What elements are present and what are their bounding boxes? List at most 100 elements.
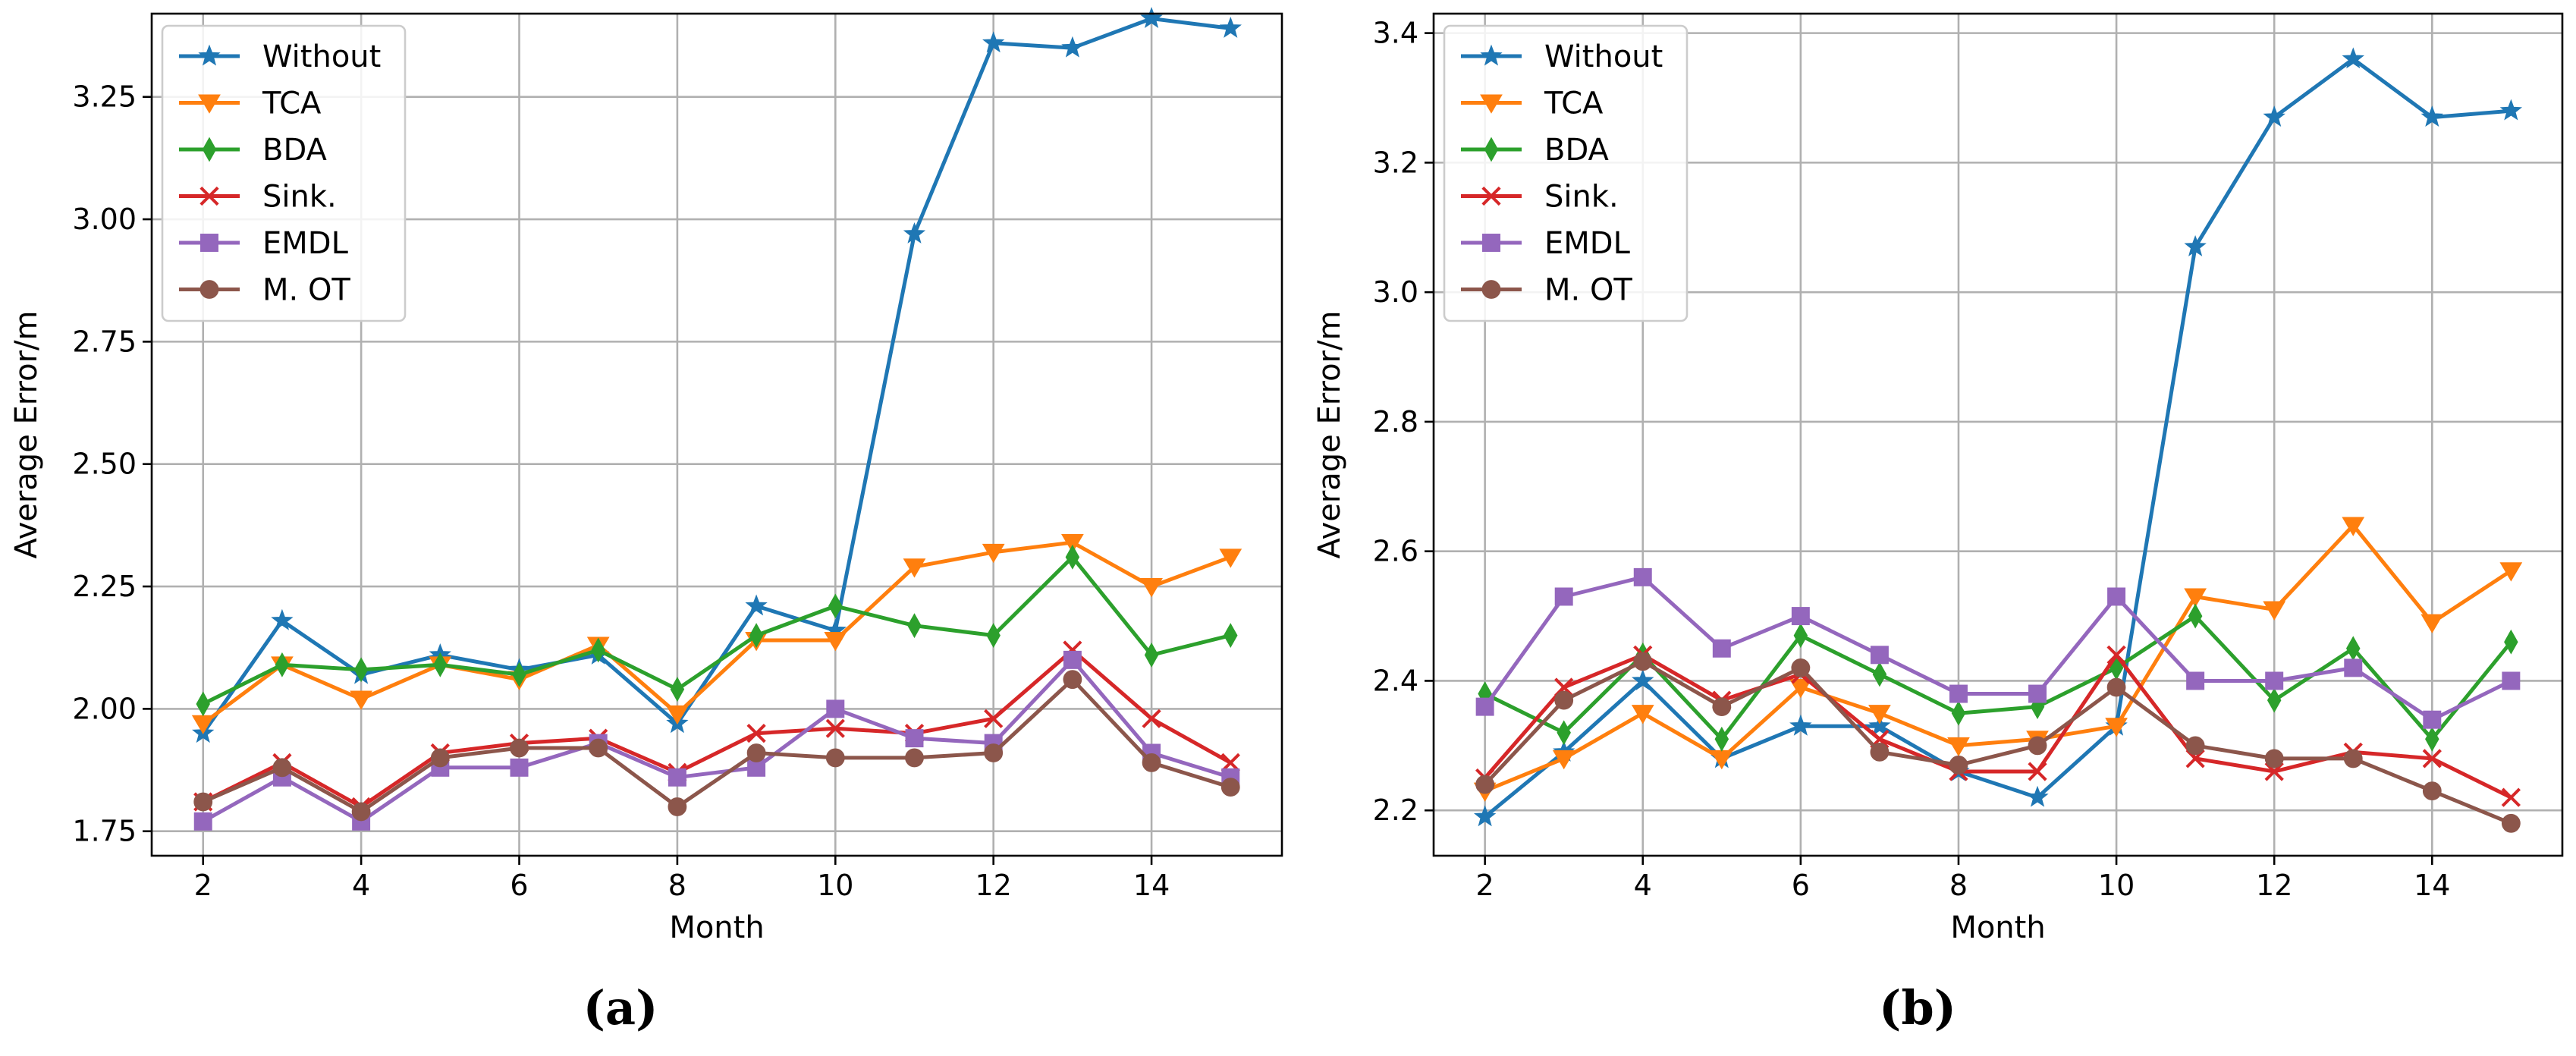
- data-point: [1552, 750, 1575, 770]
- legend-marker: [1480, 44, 1503, 66]
- data-point: [825, 748, 845, 768]
- data-point: [2422, 781, 2442, 801]
- data-point: [1632, 669, 1654, 690]
- y-axis-label: Average Error/m: [1312, 311, 1347, 559]
- data-point: [2106, 645, 2126, 665]
- series-m-ot: [193, 670, 1240, 822]
- series-line: [202, 677, 1232, 814]
- data-point: [196, 691, 210, 717]
- axes-frame: [150, 12, 1283, 857]
- series-line: [1484, 523, 2512, 793]
- data-point: [512, 662, 526, 687]
- data-point: [2342, 47, 2364, 69]
- data-point: [2106, 677, 2126, 697]
- y-tick-label: 2.2: [1373, 794, 1418, 827]
- data-point: [1793, 623, 1808, 649]
- data-point: [1714, 726, 1729, 752]
- series-line: [202, 648, 1232, 809]
- data-point: [1712, 639, 1731, 658]
- data-point: [1791, 607, 1810, 626]
- axes-frame: [1432, 12, 2564, 857]
- data-point: [1554, 690, 1574, 710]
- legend-marker: [1481, 280, 1501, 299]
- y-tick-label: 3.00: [72, 203, 137, 236]
- data-point: [1633, 567, 1652, 586]
- data-point: [353, 657, 369, 683]
- data-point: [825, 718, 845, 738]
- data-point: [2028, 736, 2047, 756]
- series-line: [1483, 652, 2512, 800]
- data-point: [1633, 652, 1653, 671]
- y-axis-label: Average Error/m: [9, 311, 44, 559]
- data-point: [824, 632, 847, 652]
- data-point: [2185, 736, 2205, 756]
- x-tick-label: 14: [2414, 869, 2450, 902]
- data-point: [666, 705, 689, 725]
- data-point: [2028, 684, 2047, 703]
- y-tick-label: 2.50: [72, 448, 137, 481]
- legend-item: Without: [179, 39, 381, 74]
- x-axis-label: Month: [669, 910, 764, 945]
- y-tick-label: 2.25: [72, 570, 137, 603]
- x-tick-label: 4: [352, 869, 370, 902]
- series-tca: [191, 533, 1242, 735]
- x-tick-label: 10: [817, 869, 853, 902]
- data-point: [1142, 753, 1161, 772]
- legend-item: EMDL: [1461, 226, 1631, 261]
- legend-item: EMDL: [179, 226, 349, 261]
- grid-lines: [152, 14, 1282, 856]
- data-point: [275, 652, 290, 677]
- data-point: [1144, 642, 1159, 668]
- y-tick-label: 3.0: [1373, 275, 1418, 309]
- legend-item: TCA: [1461, 86, 1604, 121]
- legend-label: Sink.: [1544, 180, 1619, 215]
- data-point: [1554, 587, 1573, 606]
- data-point: [2345, 636, 2361, 662]
- data-point: [1870, 742, 1890, 762]
- data-point: [2502, 671, 2521, 690]
- data-point: [1061, 533, 1084, 554]
- data-point: [2265, 671, 2284, 690]
- legend-marker: [200, 234, 218, 252]
- data-point: [986, 623, 1001, 649]
- data-point: [1065, 544, 1080, 570]
- data-point: [903, 558, 926, 578]
- data-point: [1140, 578, 1163, 598]
- legend: Without TCA BDA Sink. EMDL M. OT: [161, 24, 407, 322]
- data-point: [905, 748, 924, 768]
- chart-panel-b: 2 4 6 8 10 12 14 2.2 2.4 2.6 2.8 3.0 3.2 3.4 Month Aver…: [1312, 12, 2564, 945]
- data-point: [1219, 548, 1242, 568]
- data-point: [1220, 778, 1240, 797]
- data-point: [1789, 714, 1812, 736]
- data-point: [1224, 623, 1238, 649]
- data-point: [2107, 587, 2126, 606]
- x-tick-label: 2: [194, 869, 212, 902]
- data-point: [1712, 697, 1732, 717]
- data-point: [2267, 687, 2282, 713]
- data-point: [2343, 749, 2363, 768]
- data-point: [2422, 749, 2442, 768]
- data-point: [2499, 562, 2523, 582]
- data-point: [1947, 737, 1970, 757]
- data-point: [2263, 601, 2286, 621]
- data-point: [1063, 650, 1082, 669]
- legend-label: EMDL: [1544, 226, 1631, 261]
- legend-item: BDA: [179, 133, 328, 168]
- data-point: [193, 812, 212, 831]
- series-sink: [1475, 645, 2521, 807]
- legend-label: Without: [262, 39, 381, 74]
- data-point: [2188, 603, 2203, 629]
- data-point: [1219, 16, 1242, 38]
- data-point: [670, 677, 685, 702]
- data-point: [2420, 105, 2443, 127]
- data-point: [1868, 714, 1891, 736]
- data-point: [905, 729, 924, 748]
- data-point: [745, 594, 768, 616]
- legend-item: TCA: [179, 86, 322, 121]
- data-point: [1473, 805, 1497, 827]
- data-point: [2342, 517, 2365, 536]
- x-tick-label: 6: [1792, 869, 1810, 902]
- legend-marker: [198, 94, 221, 114]
- data-point: [2026, 785, 2049, 807]
- data-point: [749, 623, 764, 649]
